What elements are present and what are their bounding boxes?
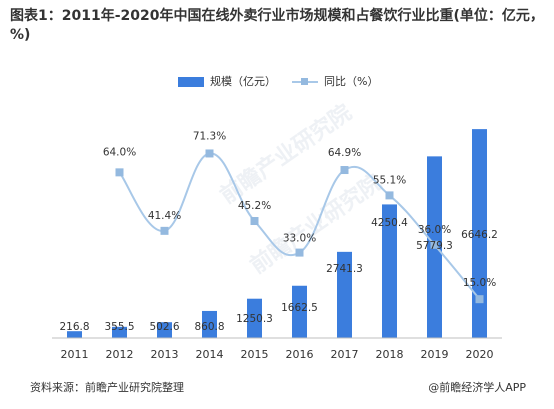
yoy-marker-2020 bbox=[475, 295, 484, 304]
bar-2013 bbox=[157, 322, 172, 338]
x-tick-label: 2012 bbox=[106, 348, 134, 361]
bar-value-label: 5779.3 bbox=[416, 240, 453, 252]
x-tick-label: 2015 bbox=[241, 348, 269, 361]
yoy-value-label: 71.3% bbox=[193, 130, 226, 142]
chart-title: 图表1：2011年-2020年中国在线外卖行业市场规模和占餐饮行业比重(单位：亿… bbox=[10, 8, 544, 43]
bar-value-label: 1250.3 bbox=[236, 313, 273, 325]
yoy-value-label: 64.9% bbox=[328, 147, 361, 159]
bar-2020 bbox=[472, 129, 487, 338]
source-note: 资料来源：前瞻产业研究院整理 bbox=[30, 381, 184, 394]
bar-2018 bbox=[382, 204, 397, 338]
watermark-text: 前瞻产业研究院 bbox=[245, 169, 386, 279]
x-tick-label: 2016 bbox=[286, 348, 314, 361]
bar-2012 bbox=[112, 326, 127, 338]
x-tick-label: 2011 bbox=[61, 348, 89, 361]
yoy-value-label: 45.2% bbox=[238, 200, 271, 212]
bar-value-label: 355.5 bbox=[104, 321, 134, 333]
x-axis-ticks: 2011 2012 2013 2014 2015 2016 2017 2018 2019 2020 bbox=[61, 348, 494, 361]
yoy-marker-2012 bbox=[115, 168, 124, 177]
bar-2011 bbox=[67, 331, 82, 338]
yoy-value-label: 33.0% bbox=[283, 233, 316, 245]
bar-2017 bbox=[337, 251, 352, 338]
yoy-value-label: 55.1% bbox=[373, 174, 406, 186]
attribution: @前瞻经济学人APP bbox=[428, 381, 526, 394]
bar-value-label: 216.8 bbox=[59, 321, 89, 333]
bar-2014 bbox=[202, 310, 217, 338]
bar-2015 bbox=[247, 298, 262, 338]
bar-value-label: 4250.4 bbox=[371, 217, 408, 229]
bar-value-label: 502.6 bbox=[149, 321, 179, 333]
yoy-value-labels: 64.0% 41.4% 71.3% 45.2% 33.0% 64.9% 55.1% 36.0%… bbox=[103, 130, 496, 289]
chart-legend: 规模（亿元） 同比（%） bbox=[0, 75, 554, 89]
yoy-marker-2019 bbox=[430, 240, 439, 249]
yoy-value-label: 15.0% bbox=[463, 277, 496, 289]
legend-marker-swatch bbox=[301, 78, 308, 85]
bar-value-label: 6646.2 bbox=[461, 229, 498, 241]
x-tick-label: 2017 bbox=[331, 348, 359, 361]
x-tick-label: 2013 bbox=[151, 348, 179, 361]
yoy-marker-2017 bbox=[340, 166, 349, 175]
yoy-markers bbox=[115, 149, 484, 304]
x-tick-label: 2019 bbox=[421, 348, 449, 361]
yoy-value-label: 41.4% bbox=[148, 210, 181, 222]
bar-2016 bbox=[292, 285, 307, 338]
yoy-marker-2013 bbox=[160, 226, 169, 235]
x-tick-label: 2014 bbox=[196, 348, 224, 361]
legend-bar-swatch bbox=[178, 77, 204, 87]
legend-label-yoy: 同比（%） bbox=[324, 75, 379, 88]
yoy-marker-2018 bbox=[385, 191, 394, 200]
bar-value-labels: 216.8 355.5 502.6 860.8 1250.3 1662.5 2741.3 42… bbox=[59, 217, 497, 333]
x-tick-label: 2018 bbox=[376, 348, 404, 361]
yoy-value-label: 36.0% bbox=[418, 224, 451, 236]
bar-value-label: 2741.3 bbox=[326, 263, 363, 275]
yoy-marker-2014 bbox=[205, 149, 214, 158]
yoy-marker-2016 bbox=[295, 248, 304, 257]
legend-label-scale: 规模（亿元） bbox=[210, 75, 276, 88]
x-tick-label: 2020 bbox=[466, 348, 494, 361]
yoy-value-label: 64.0% bbox=[103, 146, 136, 158]
bar-value-label: 860.8 bbox=[194, 321, 224, 333]
bar-value-label: 1662.5 bbox=[281, 302, 318, 314]
yoy-marker-2015 bbox=[250, 217, 259, 226]
